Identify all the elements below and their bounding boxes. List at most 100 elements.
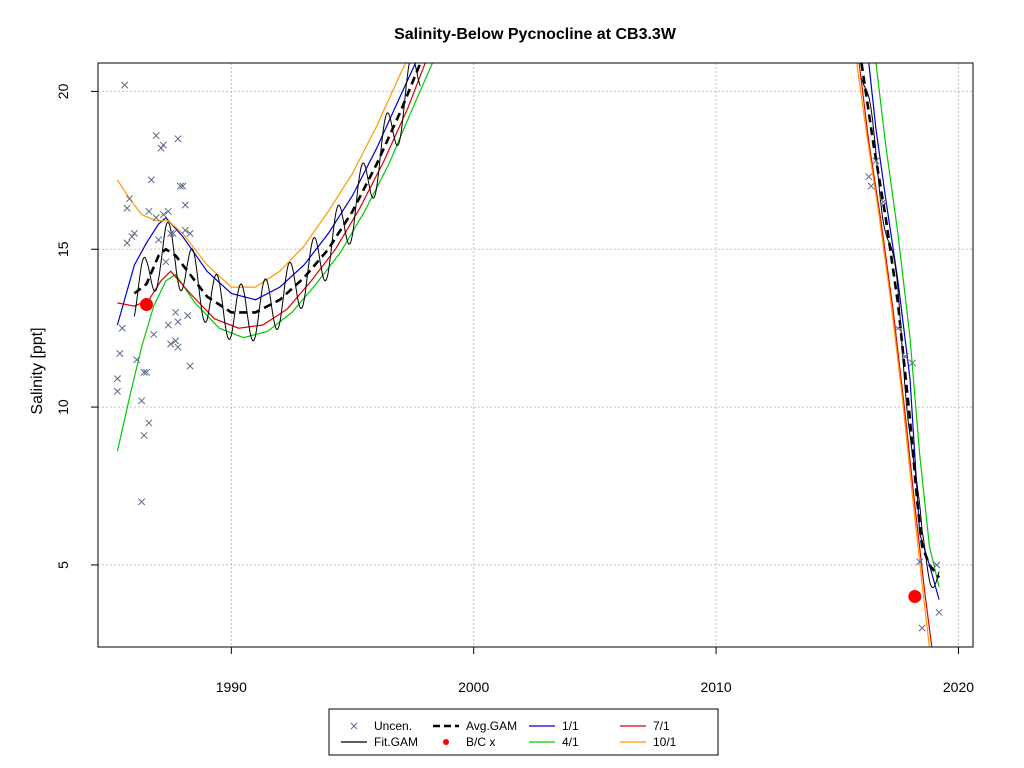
uncen-point-stroke (152, 132, 160, 140)
uncen-point (172, 337, 180, 345)
uncen-point (145, 207, 153, 215)
uncen-point (116, 349, 124, 357)
fit-gam-line (861, 78, 940, 589)
uncen-point-stroke (121, 81, 129, 89)
uncen-point-stroke (159, 210, 167, 219)
legend: Uncen. Avg.GAM 1/1 7/1 Fit.GAM B/C x 4/1 10/1 (328, 708, 719, 756)
uncen-point-stroke (152, 214, 160, 222)
uncen-point-stroke (150, 330, 158, 339)
uncen-point-stroke (174, 318, 182, 326)
legend-label: Avg.GAM (466, 719, 517, 733)
uncen-point-stroke (133, 356, 141, 364)
uncen-point-stroke (167, 229, 175, 238)
x-tick-label: 2010 (700, 679, 731, 695)
uncen-point (186, 362, 194, 370)
uncen-point (113, 387, 121, 395)
uncen-point (894, 324, 902, 332)
uncen-point (150, 330, 158, 339)
uncen-point (181, 201, 189, 209)
series-layer (116, 63, 941, 647)
uncen-point-stroke (179, 182, 187, 190)
uncen-point (181, 226, 189, 234)
legend-label: B/C x (466, 735, 495, 749)
uncen-point-stroke (159, 141, 167, 149)
bc-point (139, 297, 153, 311)
series-line-s10_1 (116, 63, 407, 288)
uncen-point (916, 558, 924, 566)
y-tick-label: 5 (55, 561, 71, 569)
uncen-point (130, 229, 138, 238)
uncen-point (140, 368, 148, 376)
series-line-s1_1 (116, 63, 417, 326)
uncen-point (123, 239, 131, 247)
legend-label: Fit.GAM (374, 735, 418, 749)
uncen-point-stroke (865, 173, 873, 181)
uncen-point-stroke (908, 359, 916, 367)
uncen-point-stroke (174, 135, 182, 143)
uncen-point-stroke (138, 498, 146, 506)
uncen-point (145, 419, 153, 427)
uncen-point (879, 198, 887, 206)
uncen-point-stroke (145, 207, 153, 215)
legend-label: 10/1 (653, 735, 677, 749)
uncen-point-stroke (164, 321, 172, 329)
uncen-point-stroke (123, 239, 131, 247)
uncen-point (152, 132, 160, 140)
uncen-point (152, 214, 160, 222)
legend-symbol (443, 739, 449, 745)
uncen-point (121, 81, 129, 89)
uncen-point-stroke (918, 624, 926, 632)
uncen-point (138, 397, 146, 405)
uncen-point (174, 318, 182, 326)
uncen-point-stroke (172, 308, 180, 316)
uncen-point-stroke (113, 375, 121, 383)
uncen-point-stroke (186, 362, 194, 370)
uncen-point (186, 229, 194, 238)
x-tick-label: 1990 (216, 679, 247, 695)
uncen-point-stroke (113, 387, 121, 395)
uncen-point-stroke (872, 157, 880, 165)
uncen-point (164, 321, 172, 329)
uncen-point-stroke (123, 204, 131, 212)
uncen-point-stroke (155, 236, 163, 244)
uncen-point-stroke (140, 431, 148, 440)
uncen-point-stroke (118, 324, 126, 332)
legend-box (328, 708, 719, 756)
uncen-point (138, 498, 146, 506)
points-layer (113, 81, 943, 632)
uncen-point-stroke (867, 182, 875, 190)
uncen-point (159, 210, 167, 219)
uncen-point (147, 176, 155, 184)
uncen-point-stroke (879, 198, 887, 206)
x-tick-label: 2020 (943, 679, 974, 695)
uncen-point (918, 624, 926, 632)
uncen-point (872, 157, 880, 165)
uncen-point (169, 229, 177, 238)
uncen-point-stroke (181, 201, 189, 209)
uncen-point-stroke (167, 340, 175, 348)
legend-label: 1/1 (562, 719, 579, 733)
uncen-point-stroke (174, 343, 182, 351)
uncen-point-stroke (181, 226, 189, 234)
chart-title: Salinity-Below Pycnocline at CB3.3W (394, 26, 677, 43)
uncen-point (174, 135, 182, 143)
uncen-point (172, 308, 180, 316)
bc-point (908, 589, 922, 603)
series-line-s1_1 (868, 63, 940, 600)
uncen-point (167, 229, 175, 238)
series-line-s4_1 (875, 63, 940, 588)
uncen-point (159, 141, 167, 149)
series-line-s7_1 (117, 63, 426, 329)
uncen-point-stroke (128, 233, 136, 241)
uncen-point-stroke (172, 337, 180, 345)
uncen-point-stroke (184, 311, 192, 320)
uncen-point (867, 182, 875, 190)
uncen-point-stroke (145, 419, 153, 427)
uncen-point (157, 144, 165, 152)
series-line-s10_1 (856, 63, 930, 647)
uncen-point (140, 431, 148, 440)
uncen-point-stroke (935, 608, 943, 616)
y-tick-label: 15 (55, 241, 71, 257)
uncen-point (162, 258, 170, 266)
